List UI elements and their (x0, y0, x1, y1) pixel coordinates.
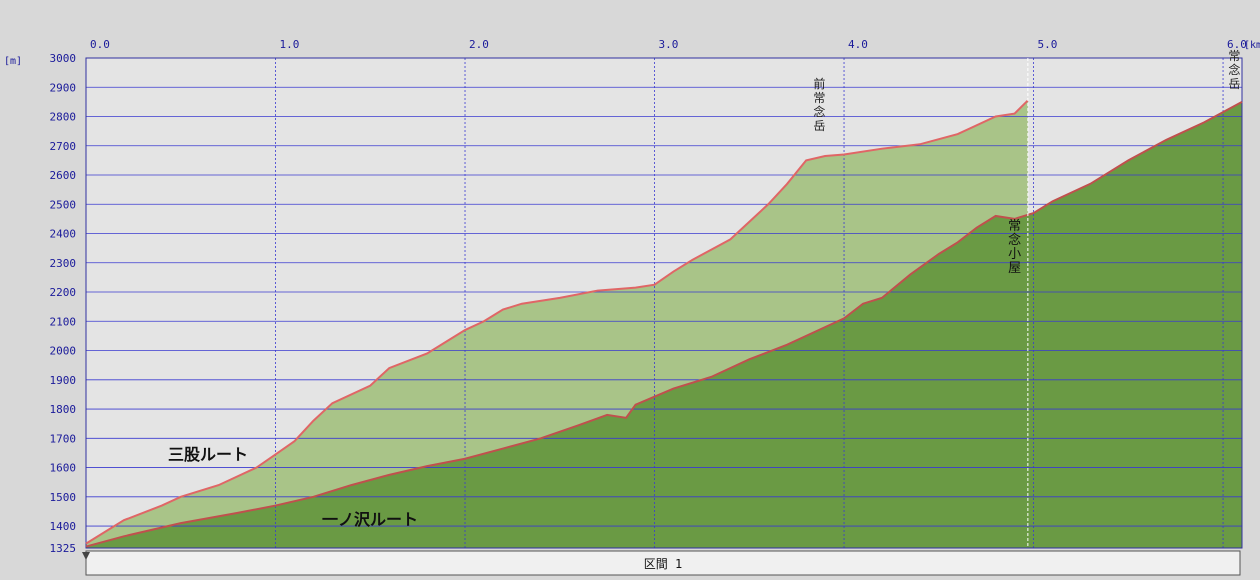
y-tick-label: 2000 (50, 345, 77, 358)
segment-bar[interactable] (85, 550, 1241, 576)
elevation-areas (86, 100, 1242, 548)
y-tick-label: 1325 (50, 542, 77, 555)
segment-label: 区間 1 (644, 557, 682, 571)
waypoint-char: 岳 (1228, 77, 1240, 91)
y-tick-label: 2100 (50, 315, 77, 328)
waypoint-char: 小 (1008, 247, 1021, 262)
waypoint-char: 常 (1008, 219, 1021, 234)
area-series-1 (86, 101, 1242, 548)
x-tick-label: 4.0 (848, 38, 868, 51)
elevation-lines (85, 58, 1243, 548)
waypoint-char: 常 (813, 91, 825, 105)
y-tick-label: 2700 (50, 140, 77, 153)
y-tick-label: 1800 (50, 403, 77, 416)
x-unit-label: [km] (1244, 40, 1260, 51)
waypoint-char: 前 (813, 76, 825, 91)
waypoint-char: 念 (1008, 232, 1021, 248)
y-tick-label: 1700 (50, 432, 77, 445)
x-axis: 0.0 1.0 2.0 3.0 4.0 5.0 6.0 (90, 38, 1247, 51)
y-tick-label: 1900 (50, 374, 77, 387)
y-tick-label: 2800 (50, 111, 77, 124)
y-tick-label: 1500 (50, 491, 77, 504)
x-tick-label: 0.0 (90, 38, 110, 51)
line-series-1 (85, 101, 1243, 548)
x-tick-label: 3.0 (659, 38, 679, 51)
waypoint-char: 念 (813, 104, 825, 119)
y-tick-label: 1400 (50, 520, 77, 533)
x-tick-label: 1.0 (280, 38, 300, 51)
y-tick-label: 2600 (50, 169, 77, 182)
y-tick-label: 3000 (50, 52, 77, 65)
y-tick-label: 2200 (50, 286, 77, 299)
y-tick-label: 2900 (50, 81, 77, 94)
waypoint-char: 屋 (1008, 261, 1021, 276)
x-tick-label: 2.0 (469, 38, 489, 51)
y-tick-label: 1600 (50, 462, 77, 475)
grid-lines (85, 57, 1243, 549)
route-label-ichinosawa: 一ノ沢ルート (322, 510, 418, 529)
line-series-0 (85, 99, 1029, 545)
x-tick-label: 5.0 (1038, 38, 1058, 51)
waypoint-label: 常念岳 (1228, 49, 1240, 91)
y-axis: 1325 1400 1500 1600 1700 1800 1900 2000 2100 2200… (50, 52, 77, 555)
y-tick-label: 2400 (50, 228, 77, 241)
y-tick-label: 2300 (50, 257, 77, 270)
y-tick-label: 2500 (50, 198, 77, 211)
x-tick-label: 6.0 (1227, 38, 1247, 51)
route-label-mitsumata: 三股ルート (168, 445, 248, 464)
waypoint-char: 岳 (813, 119, 825, 133)
y-unit-label: [m] (4, 56, 22, 67)
start-marker-icon[interactable] (82, 552, 90, 560)
waypoint-char: 常 (1228, 49, 1240, 63)
waypoint-char: 念 (1228, 62, 1240, 77)
plot-frame (85, 57, 1243, 549)
